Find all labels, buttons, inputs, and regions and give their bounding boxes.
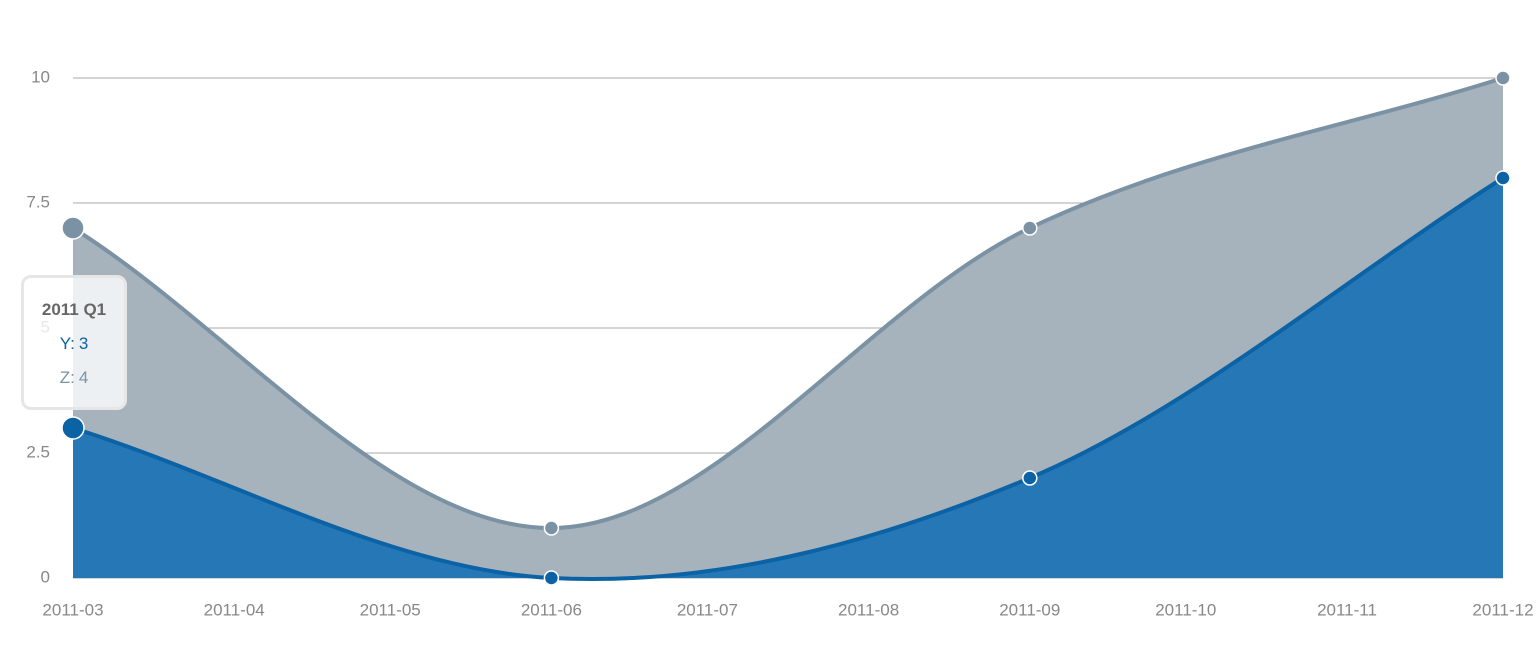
x-tick-label: 2011-06 [521,600,582,619]
point [1022,470,1038,486]
y-tick-label: 0 [41,567,50,586]
point [61,216,85,240]
tooltip-series-name: Y [60,334,75,353]
x-tick-label: 2011-11 [1317,600,1377,619]
x-tick-label: 2011-04 [204,600,265,619]
x-tick-label: 2011-09 [999,600,1060,619]
x-tick-label: 2011-05 [360,600,421,619]
tooltip-series-name: Z [60,368,75,387]
hover-tooltip: 2011 Q1 Y3Z4 [21,275,127,410]
line [72,176,1505,582]
x-tick-label: 2011-03 [42,600,103,619]
tooltip-row: Y3 [24,334,124,354]
y-tick-label: 7.5 [26,192,50,211]
point [543,520,560,536]
point [1495,170,1511,186]
x-tick-label: 2011-07 [677,600,738,619]
tooltip-title: 2011 Q1 [41,300,107,319]
point [1495,70,1511,86]
line [71,76,1504,531]
area [73,178,1503,580]
y-tick-label: 10 [31,67,50,86]
x-tick-label: 2011-12 [1472,600,1533,619]
x-tick-label: 2011-10 [1155,600,1216,619]
tooltip-row: Z4 [24,368,124,388]
x-tick-label: 2011-08 [838,600,899,619]
y-tick-label: 2.5 [26,442,50,461]
point [61,416,85,440]
point [543,570,560,586]
tooltip-value: 4 [78,368,89,387]
tooltip-value: 3 [78,334,89,353]
point [1022,220,1038,236]
